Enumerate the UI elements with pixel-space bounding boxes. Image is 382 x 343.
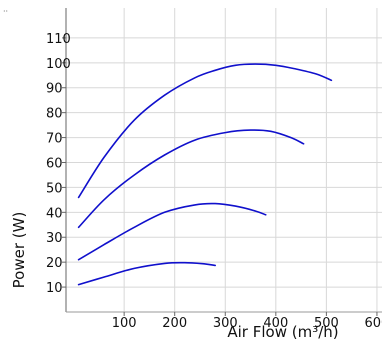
series-group xyxy=(77,63,333,286)
x-axis-label: Air Flow (m³/h) xyxy=(227,323,338,341)
x-tick-label: 200 xyxy=(162,316,187,331)
y-tick-label: 70 xyxy=(46,132,63,147)
tick-labels: 100 200 300 400 500 600 10 20 30 40 50 60 70 80 90 100 1… xyxy=(46,32,382,331)
y-axis-label: Power (W) xyxy=(10,212,28,289)
y-tick-label: 100 xyxy=(46,57,71,72)
series-line-4 xyxy=(77,261,216,286)
y-tick-label: 60 xyxy=(46,156,63,171)
y-tick-label: 110 xyxy=(46,32,71,47)
axes xyxy=(62,8,382,316)
y-tick-label: 80 xyxy=(46,107,63,122)
series-line-3 xyxy=(77,202,267,261)
corner-mark: ·· xyxy=(3,7,8,16)
x-tick-label: 400 xyxy=(263,316,288,331)
x-tick-label: 600 xyxy=(365,316,382,331)
y-tick-label: 20 xyxy=(46,256,63,271)
y-tick-label: 90 xyxy=(46,82,63,97)
grid xyxy=(66,8,382,312)
y-tick-label: 50 xyxy=(46,181,63,196)
y-tick-label: 10 xyxy=(46,281,63,296)
x-tick-label: 100 xyxy=(112,316,137,331)
y-tick-label: 40 xyxy=(46,206,63,221)
y-tick-label: 30 xyxy=(46,231,63,246)
series-line-1 xyxy=(77,63,333,199)
x-tick-label: 300 xyxy=(213,316,238,331)
x-tick-label: 500 xyxy=(314,316,339,331)
series-line-2 xyxy=(77,129,305,229)
